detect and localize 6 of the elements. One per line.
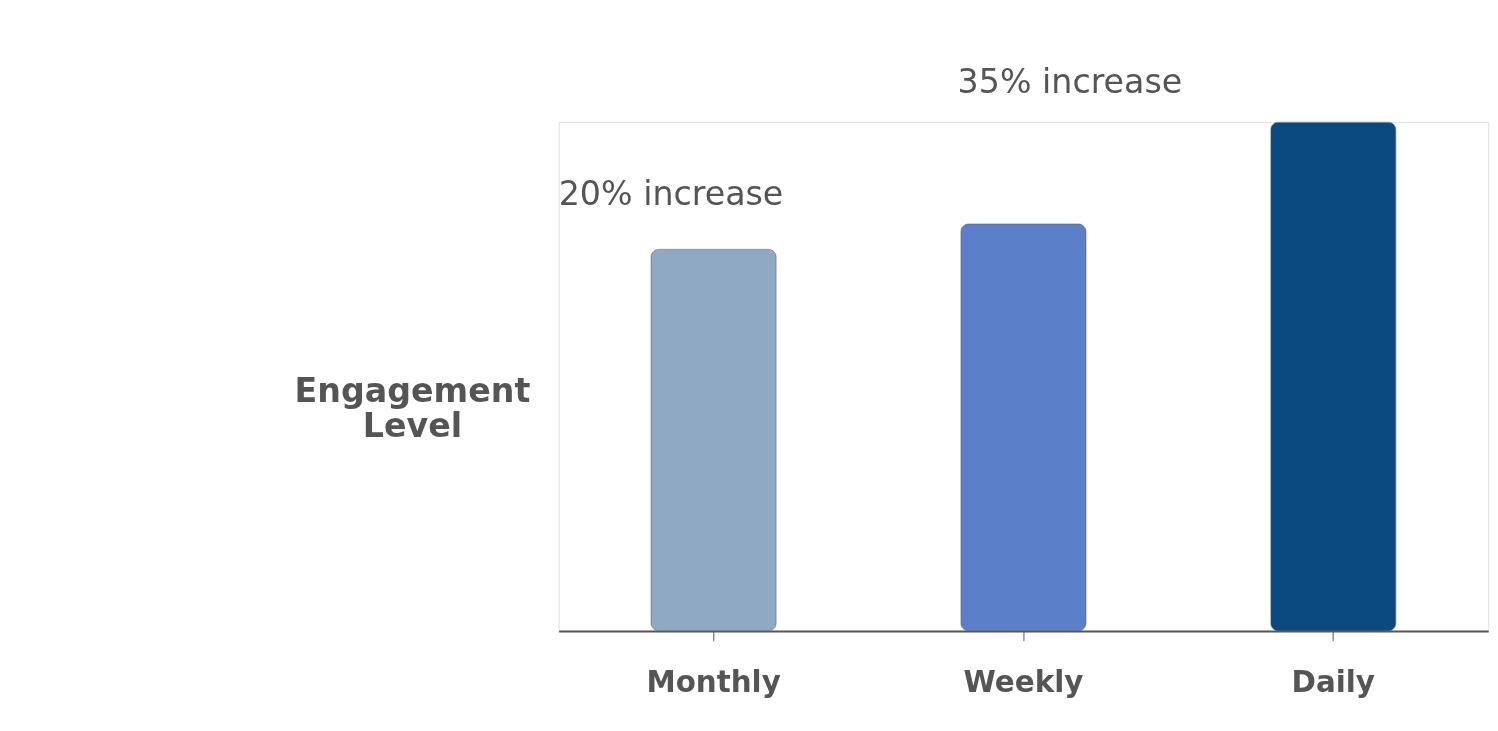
x-tick-label: Weekly [963, 665, 1084, 700]
y-axis-title: Engagement Level [294, 371, 531, 446]
annotation: 20% increase [558, 174, 784, 214]
text: 35% increase [957, 61, 1183, 101]
x-tick-label: Monthly [646, 665, 781, 700]
x-tick-label: Daily [1291, 665, 1375, 700]
